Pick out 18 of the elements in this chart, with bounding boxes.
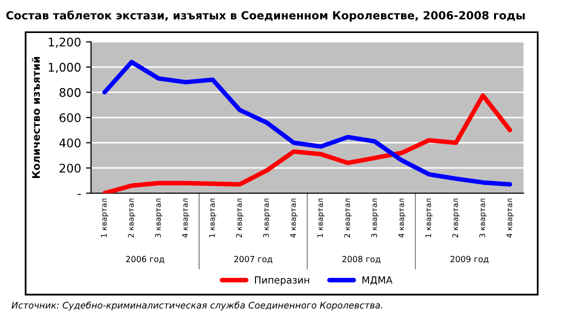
text: 2006 год [126,256,164,264]
text: 2008 год [342,256,380,264]
legend-label: МДМА [362,276,392,286]
legend-label: Пиперазин [255,276,310,286]
y-tick-label: 800 [60,88,81,97]
line-series [102,60,512,187]
y-tick-label: - [78,194,81,195]
line-series [102,93,512,194]
y-tick-label: 400 [59,138,81,148]
text: Источник: Судебно-криминалистическая служба Соединенного Королевства. [12,301,382,310]
text: 2009 год [450,256,489,264]
y-axis-title: Количество изъятий [32,56,40,178]
y-tick-label: 200 [60,164,81,173]
y-tick-label: 1,000 [48,62,81,73]
chart-title: Состав таблеток экстази, изъятых в Соединенном Королевстве, 2006-2008 годы [6,10,525,22]
text: 2007 год [234,256,272,264]
y-tick-label: 1,200 [48,38,81,48]
y-tick-label: 600 [60,113,81,122]
